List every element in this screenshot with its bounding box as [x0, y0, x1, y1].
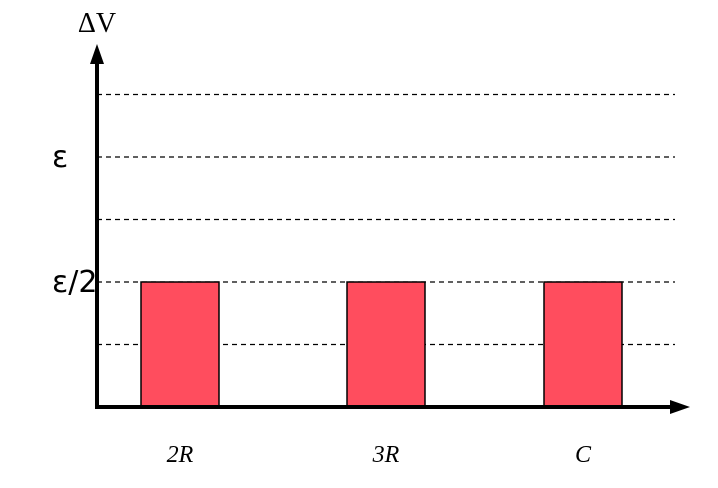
y-tick-label-1: ε/2: [52, 265, 97, 300]
bar-C: [543, 281, 623, 408]
y-tick-label-0: ε: [52, 140, 68, 175]
category-label-C: C: [575, 442, 592, 468]
category-labels: 2R 3R C: [167, 442, 592, 468]
category-label-2R: 2R: [167, 442, 194, 468]
bar-3R: [346, 281, 426, 408]
axes: [90, 44, 690, 414]
category-label-3R: 3R: [372, 442, 400, 468]
x-axis-arrowhead: [670, 400, 690, 414]
y-tick-labels: ε ε/2: [52, 140, 97, 300]
y-axis-title: ΔV: [78, 8, 116, 39]
bar-2R: [140, 281, 220, 408]
y-axis-arrowhead: [90, 44, 104, 64]
bars: [140, 281, 623, 408]
